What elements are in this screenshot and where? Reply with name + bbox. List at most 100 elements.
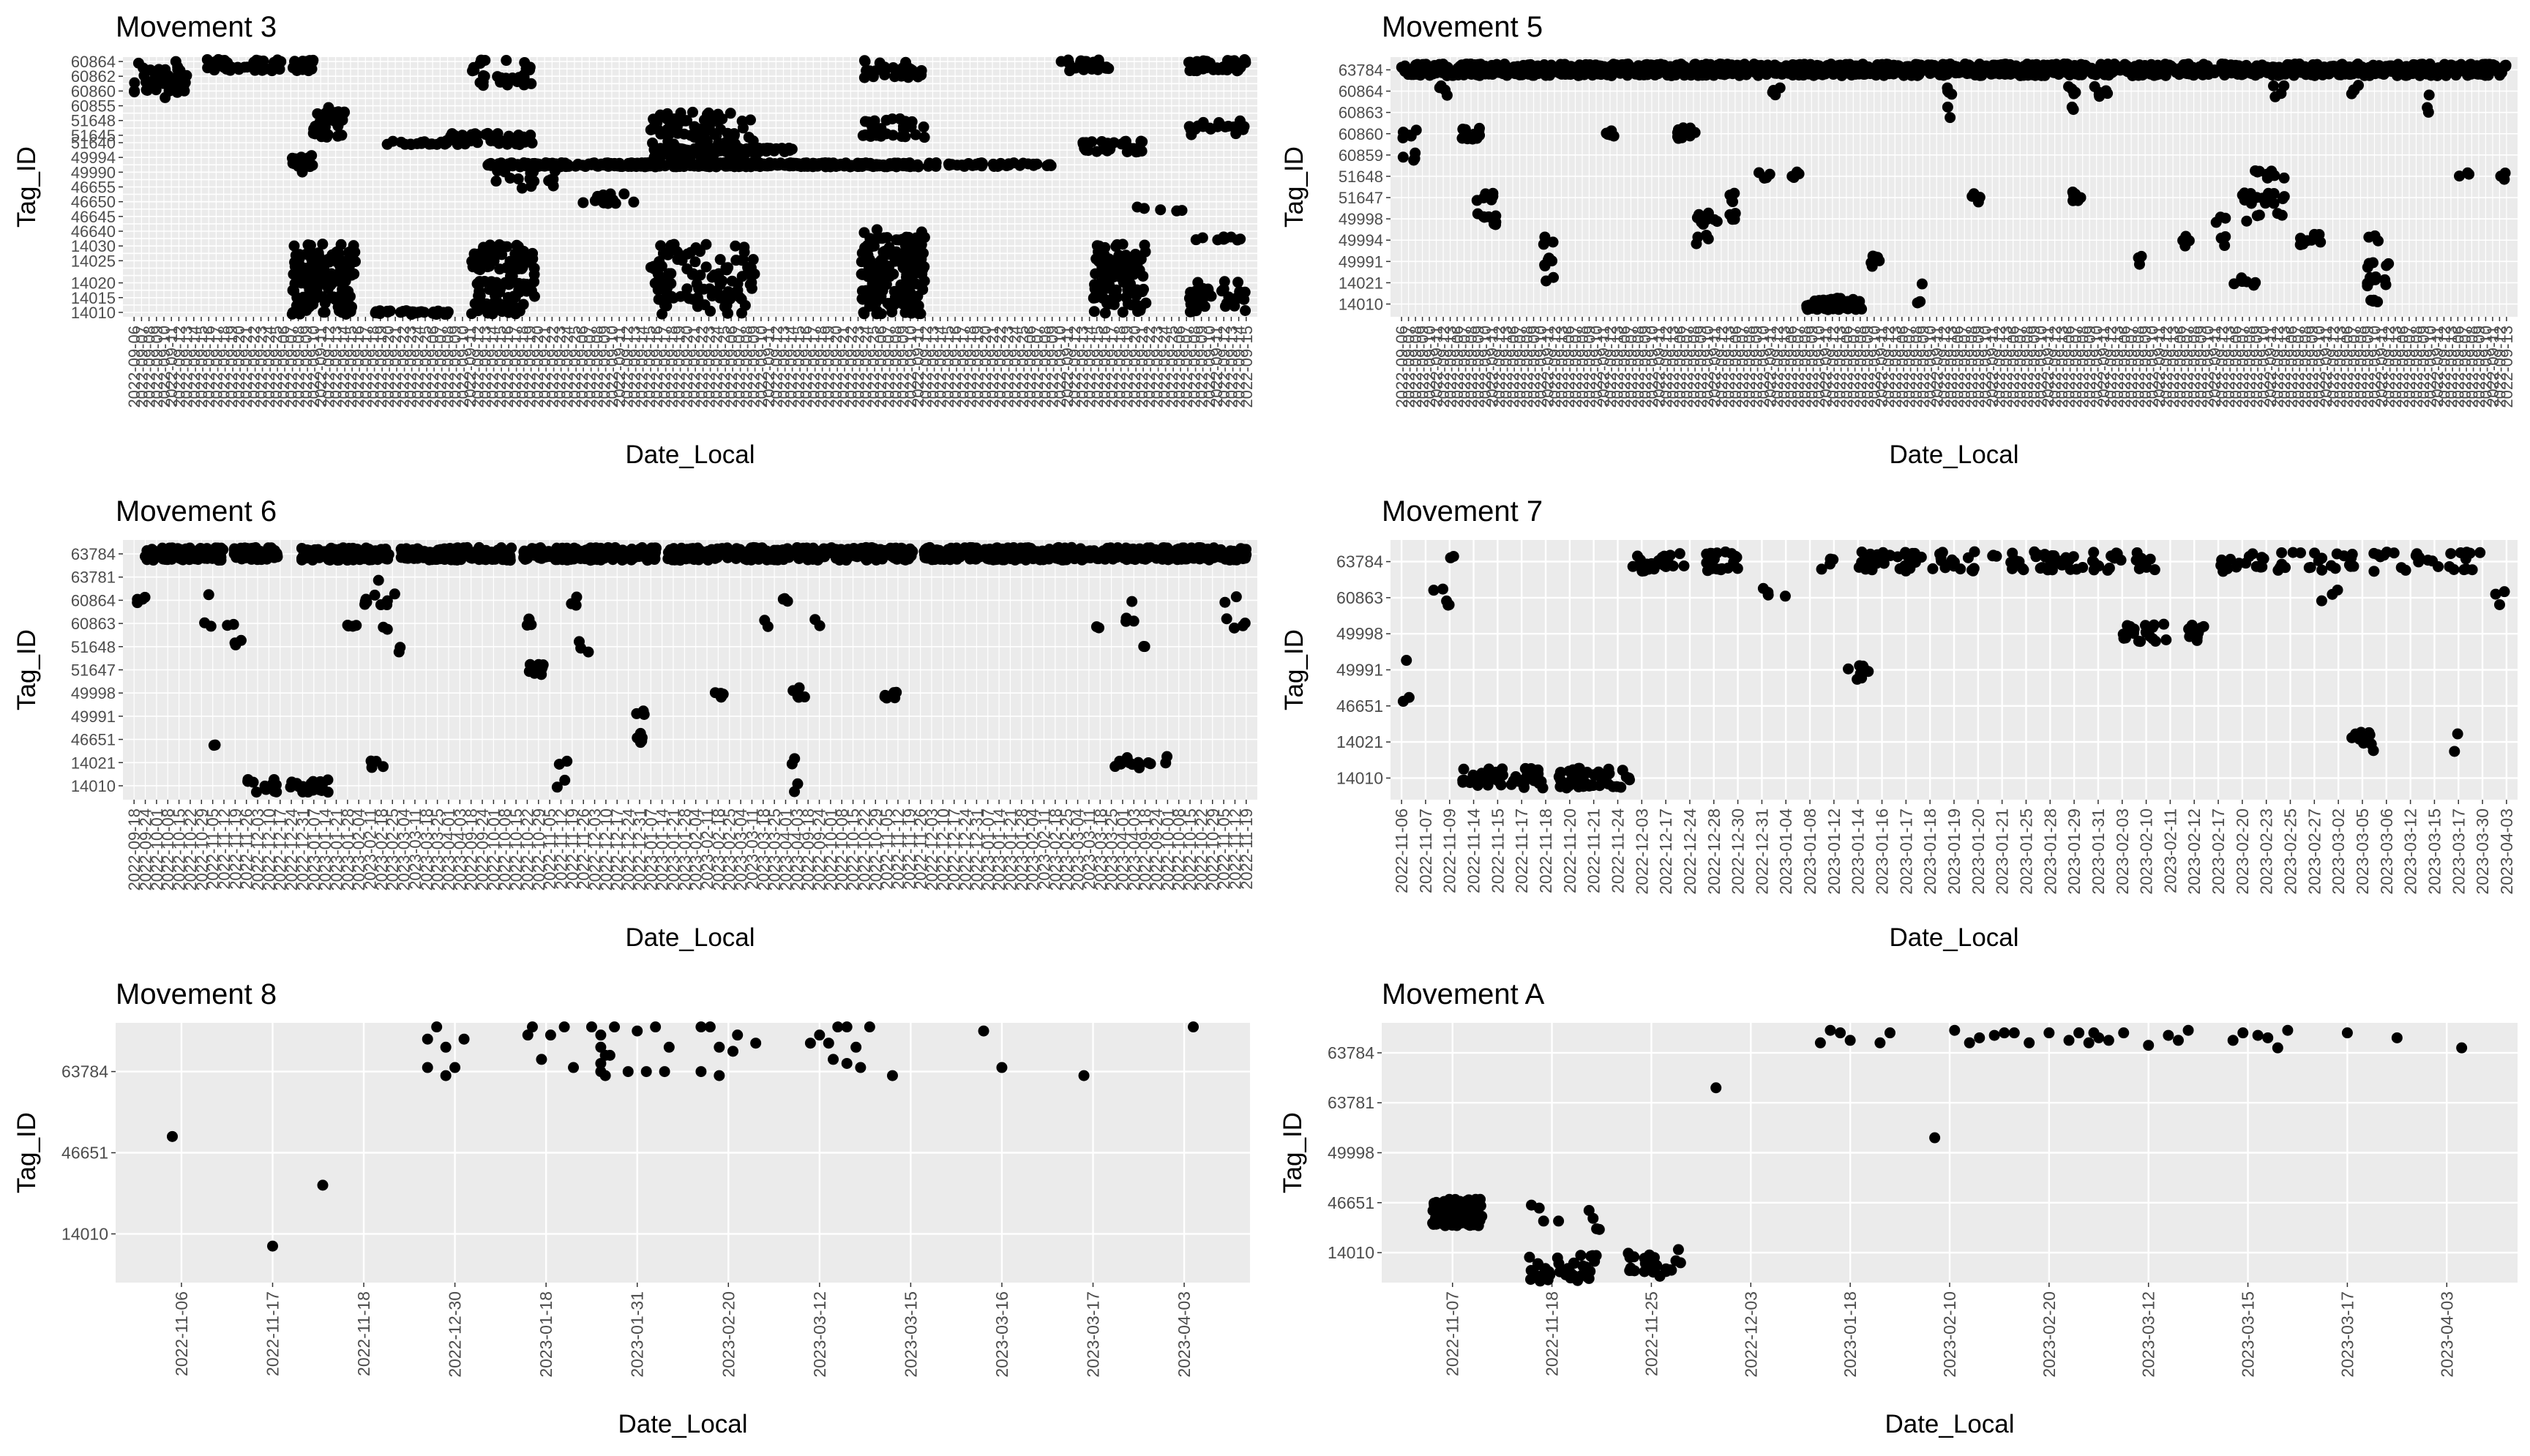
y-axis-title: Tag_ID	[1280, 146, 1309, 228]
data-point	[337, 109, 348, 120]
data-point	[1943, 87, 1954, 98]
data-point	[473, 290, 484, 301]
data-point	[988, 159, 999, 170]
data-point	[1460, 59, 1471, 70]
data-point	[471, 130, 482, 140]
data-point	[662, 249, 673, 260]
data-point	[1120, 136, 1131, 147]
data-point	[2373, 60, 2384, 71]
data-point	[778, 144, 789, 155]
data-point	[133, 58, 144, 69]
data-point	[310, 121, 321, 132]
data-point	[893, 285, 904, 296]
data-point	[742, 268, 753, 279]
data-point	[911, 279, 922, 290]
data-point	[876, 308, 887, 319]
data-point	[2266, 165, 2277, 176]
data-point	[2315, 236, 2326, 247]
data-point	[1945, 112, 1955, 123]
data-point	[291, 249, 302, 260]
data-point	[722, 262, 733, 273]
data-point	[486, 276, 497, 287]
data-point	[1131, 201, 1142, 212]
data-point	[2494, 70, 2505, 80]
data-point	[860, 116, 871, 127]
data-point	[1127, 254, 1138, 265]
data-point	[861, 65, 872, 76]
data-point	[1865, 258, 1876, 269]
data-point	[291, 292, 302, 303]
data-point	[545, 174, 556, 185]
data-point	[527, 138, 538, 149]
data-point	[2383, 258, 2394, 269]
data-point	[480, 129, 491, 140]
data-point	[1872, 59, 1883, 70]
data-point	[2219, 240, 2230, 251]
data-point	[1213, 117, 1224, 128]
data-point	[709, 160, 720, 171]
data-point	[1606, 60, 1617, 71]
data-point	[146, 544, 157, 555]
data-point	[2070, 64, 2081, 75]
data-point	[337, 279, 348, 290]
data-point	[754, 146, 765, 157]
panel-title: Movement 3	[116, 11, 277, 43]
data-point	[916, 226, 927, 237]
x-axis-title: Date_Local	[1889, 440, 2018, 469]
data-point	[1139, 239, 1150, 250]
data-point	[1108, 285, 1119, 296]
data-point	[494, 287, 505, 298]
data-point	[1177, 205, 1188, 216]
data-point	[348, 240, 359, 251]
data-point	[2241, 216, 2252, 227]
data-point	[807, 160, 818, 171]
data-point	[1912, 67, 1923, 78]
data-point	[891, 234, 902, 245]
data-point	[2174, 69, 2185, 80]
data-point	[2275, 88, 2286, 99]
data-point	[209, 64, 220, 75]
data-point	[1724, 209, 1735, 220]
data-point	[1226, 231, 1237, 242]
data-point	[912, 290, 923, 301]
data-point	[1917, 279, 1928, 290]
data-point	[748, 254, 759, 265]
data-point	[318, 130, 329, 141]
data-point	[317, 239, 328, 249]
data-point	[1232, 277, 1243, 288]
data-point	[888, 269, 899, 279]
y-tick-label: 60863	[71, 615, 116, 633]
data-point	[2188, 64, 2199, 75]
data-point	[505, 173, 516, 184]
data-point	[593, 161, 604, 172]
data-point	[1801, 302, 1812, 313]
data-point	[2365, 275, 2376, 286]
data-point	[1870, 70, 1881, 80]
data-point	[2424, 89, 2435, 100]
data-point	[1201, 56, 1212, 67]
data-point	[863, 249, 874, 260]
data-point	[689, 146, 700, 157]
data-point	[681, 116, 692, 127]
data-point	[2103, 62, 2114, 73]
data-point	[2289, 65, 2300, 76]
data-point	[494, 239, 505, 250]
data-point	[1093, 55, 1104, 66]
data-point	[744, 132, 755, 143]
data-point	[662, 282, 673, 293]
data-point	[858, 227, 869, 238]
data-point	[913, 247, 924, 258]
data-point	[2235, 67, 2246, 78]
data-point	[1674, 63, 1685, 74]
data-point	[2444, 62, 2455, 73]
data-point	[628, 197, 639, 208]
data-point	[129, 86, 140, 97]
data-point	[312, 264, 323, 275]
data-point	[918, 121, 929, 132]
data-point	[1583, 61, 1594, 72]
data-point	[714, 268, 725, 279]
data-point	[700, 239, 711, 250]
data-point	[1841, 59, 1852, 70]
data-point	[1528, 68, 1539, 79]
chart-panel-m3: Movement 3140101401514020140251403046640…	[12, 11, 1257, 469]
